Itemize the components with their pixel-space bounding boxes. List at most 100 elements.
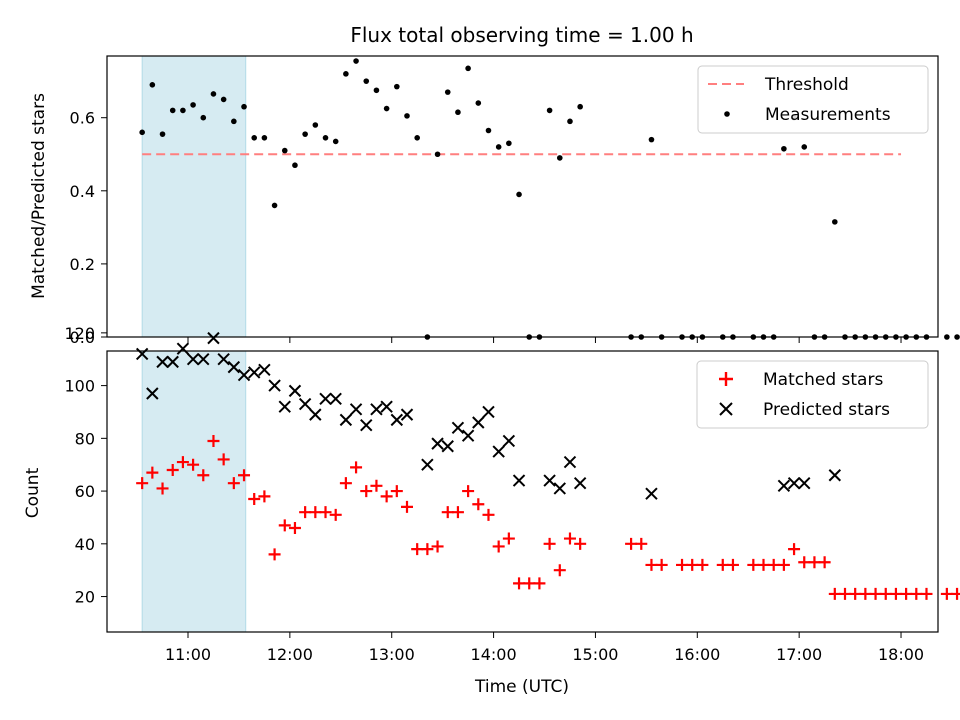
ratio-y-ticks: 0.0 0.2 0.4 0.6 xyxy=(70,109,107,347)
x-axis-label: Time (UTC) xyxy=(474,677,569,697)
count-y-tick-label: 120 xyxy=(64,324,95,343)
measurement-point xyxy=(954,334,960,340)
measurement-point xyxy=(485,127,492,134)
predicted-star-point xyxy=(645,487,658,500)
count-highlight-span xyxy=(141,350,247,633)
matched-star-point xyxy=(339,477,352,490)
count-points xyxy=(135,331,960,600)
predicted-star-point xyxy=(349,403,363,416)
matched-star-point xyxy=(574,537,587,550)
matched-star-point xyxy=(451,506,464,519)
predicted-star-point xyxy=(553,482,566,495)
predicted-star-point xyxy=(176,342,190,355)
measurements-legend-marker xyxy=(724,111,730,117)
measurement-point xyxy=(231,118,237,125)
matched-star-point xyxy=(828,587,841,600)
matched-star-point xyxy=(502,532,515,545)
matched-star-point xyxy=(370,479,383,492)
matched-star-point xyxy=(156,482,169,495)
ratio-x-ticks xyxy=(187,337,902,343)
ratio-y-tick-label: 0.2 xyxy=(70,255,95,274)
matched-star-point xyxy=(431,540,444,553)
matched-star-point xyxy=(288,521,301,534)
matched-star-point xyxy=(553,564,566,577)
predicted-star-point xyxy=(268,379,281,392)
ratio-y-tick-label: 0.6 xyxy=(70,109,95,128)
predicted-star-point xyxy=(156,355,169,369)
predicted-star-point xyxy=(278,400,291,413)
matched-star-point xyxy=(889,587,902,600)
predicted-star-point xyxy=(787,476,801,490)
measurement-point xyxy=(281,147,288,154)
count-x-tick-label: 11:00 xyxy=(165,645,211,664)
ratio-axes-frame xyxy=(106,55,939,338)
matched-star-point xyxy=(543,537,556,550)
measurement-point xyxy=(220,96,227,103)
count-x-tick-label: 17:00 xyxy=(776,645,822,664)
matched-star-point xyxy=(757,558,770,571)
predicted-legend-marker xyxy=(719,402,733,416)
matched-star-point xyxy=(217,453,230,466)
matched-star-point xyxy=(655,558,668,571)
predicted-star-point xyxy=(451,421,465,434)
matched-star-point xyxy=(462,485,475,498)
predicted-star-point xyxy=(482,405,495,419)
count-y-tick-label: 40 xyxy=(75,535,95,554)
measurement-point xyxy=(506,140,512,147)
measurement-point xyxy=(465,65,471,72)
predicted-star-point xyxy=(461,429,475,442)
predicted-star-point xyxy=(329,392,342,405)
predicted-star-point xyxy=(217,353,230,366)
matched-star-point xyxy=(747,558,760,571)
matched-star-point xyxy=(818,556,831,569)
measurement-point xyxy=(312,122,319,128)
predicted-star-point xyxy=(146,387,159,400)
measurement-point xyxy=(353,58,359,64)
matched-star-point xyxy=(380,490,393,503)
matched-star-point xyxy=(767,558,780,571)
measurement-point xyxy=(210,91,217,97)
predicted-star-point xyxy=(319,392,332,405)
matched-star-point xyxy=(472,498,485,511)
matched-star-point xyxy=(482,508,495,521)
matched-star-point xyxy=(238,469,251,482)
measurement-point xyxy=(475,100,482,106)
matched-star-point xyxy=(523,577,536,590)
measurement-point xyxy=(169,107,176,114)
matched-star-point xyxy=(910,587,923,600)
count-panel: 20 40 60 80 100 120 11:00 12:00 13:00 14:00 15:00… xyxy=(23,324,960,697)
predicted-star-point xyxy=(288,384,302,398)
predicted-star-point xyxy=(390,413,404,427)
count-y-tick-label: 60 xyxy=(75,482,95,501)
predicted-star-point xyxy=(798,476,811,490)
measurement-point xyxy=(404,113,410,119)
matched-star-point xyxy=(268,548,281,561)
matched-star-point xyxy=(492,540,505,553)
predicted-star-point xyxy=(258,363,271,376)
matched-star-point xyxy=(951,587,960,600)
count-x-tick-label: 13:00 xyxy=(369,645,415,664)
measurement-point xyxy=(159,131,166,137)
measurement-point xyxy=(322,135,329,141)
matched-star-point xyxy=(166,463,179,476)
ratio-legend: Threshold Measurements xyxy=(697,65,929,134)
matched-star-point xyxy=(777,558,790,571)
measurement-point xyxy=(180,107,186,114)
predicted-star-point xyxy=(339,413,353,427)
matched-star-point xyxy=(146,466,159,479)
measurement-point xyxy=(373,87,380,94)
ratio-legend-box xyxy=(697,65,929,134)
measurement-point xyxy=(944,334,950,340)
predicted-star-point xyxy=(421,458,434,471)
measurement-point xyxy=(801,144,808,150)
threshold-legend-label: Threshold xyxy=(764,75,849,95)
measurement-point xyxy=(394,83,400,90)
measurement-point xyxy=(495,144,502,150)
count-y-axis-label: Count xyxy=(23,467,43,518)
matched-star-point xyxy=(879,587,892,600)
matched-star-point xyxy=(421,543,434,556)
measurement-point xyxy=(302,131,308,137)
matched-star-point xyxy=(176,456,189,469)
count-x-tick-label: 16:00 xyxy=(674,645,720,664)
matched-star-point xyxy=(319,506,332,519)
